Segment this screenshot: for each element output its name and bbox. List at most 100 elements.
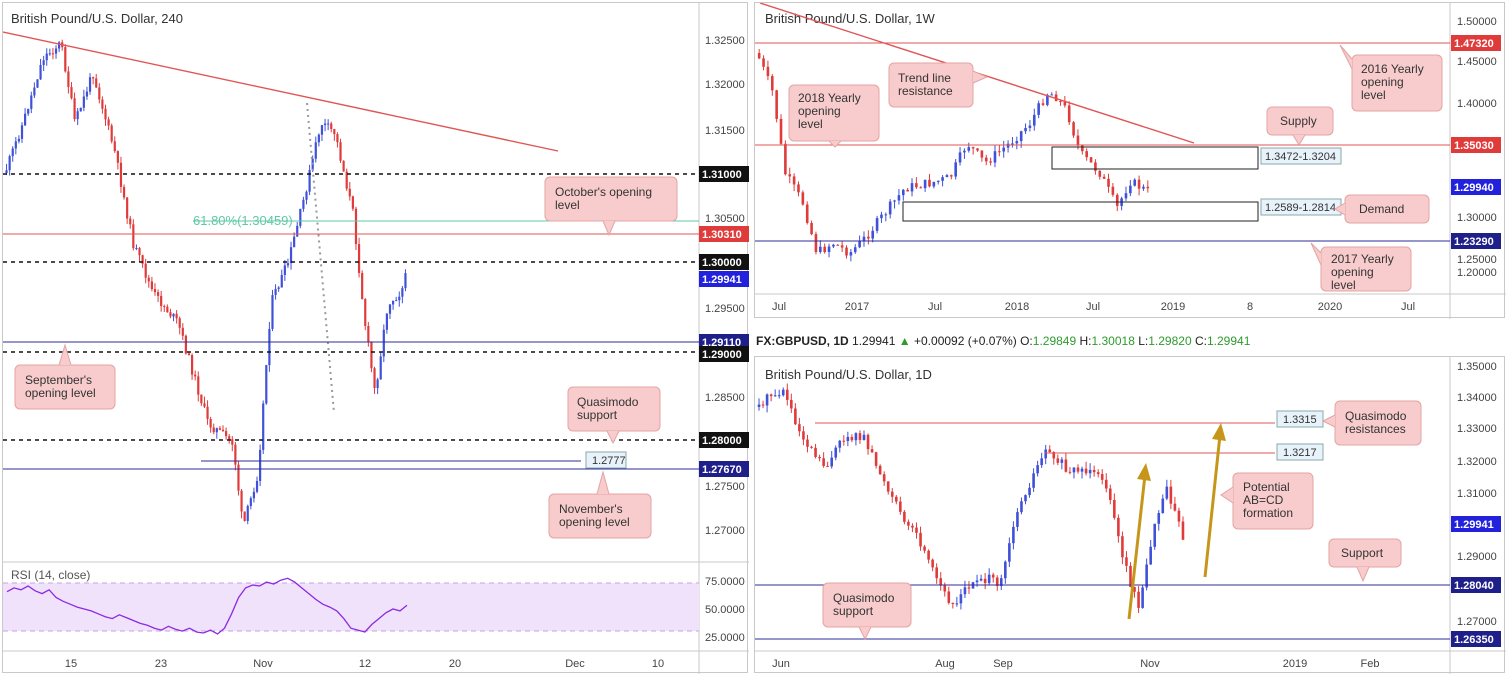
candle-body	[875, 218, 879, 231]
weekly-candles	[757, 49, 1150, 262]
svg-text:Support: Support	[1341, 546, 1384, 560]
candle-body	[888, 201, 892, 215]
candle-body	[249, 498, 252, 507]
candle-body	[320, 125, 324, 135]
candle-body	[1133, 586, 1136, 592]
weekly-time-axis[interactable]: Jul 2017 Jul 2018 Jul 2019 8 2020 Jul	[772, 301, 1415, 313]
candle-body	[314, 142, 317, 159]
daily-time-axis[interactable]: Jun Aug Sep Nov 2019 Feb	[772, 658, 1379, 670]
candle-body	[48, 53, 51, 55]
candle-body	[252, 491, 256, 499]
weekly-supply-box	[1260, 147, 1342, 165]
candle-body	[1177, 510, 1181, 522]
candle-body	[842, 440, 846, 442]
candle-body	[850, 436, 854, 441]
candle-body	[107, 119, 110, 126]
candle-body	[194, 374, 197, 377]
candle-body	[806, 439, 809, 447]
candle-body	[113, 141, 116, 152]
candle-body	[838, 440, 842, 448]
candle-body	[1125, 557, 1128, 566]
h4-tag-12994	[699, 271, 749, 287]
candle-body	[1004, 561, 1007, 579]
candle-body	[1129, 565, 1132, 587]
candle-body	[975, 580, 979, 583]
candle-body	[218, 428, 222, 430]
candle-body	[907, 521, 910, 526]
price-tick-label: 1.50000	[1457, 16, 1497, 28]
candle-body	[1141, 587, 1144, 608]
candle-body	[761, 404, 765, 406]
candle-body	[935, 567, 938, 579]
weekly-chart-panel[interactable]: British Pound/U.S. Dollar, 1W 1.3472-1.3…	[754, 2, 1506, 319]
h4-time-axis[interactable]: 15 23 Nov 12 20 Dec 10	[65, 658, 664, 670]
candle-body	[259, 449, 262, 481]
candle-body	[826, 465, 829, 467]
daily-low: 1.29820	[1148, 334, 1192, 348]
h4-tag-13031	[699, 226, 749, 242]
d-tag-12804-label: 1.28040	[1454, 580, 1494, 592]
h4-callout-september: September's opening level	[14, 343, 116, 410]
candle-body	[160, 295, 163, 307]
candle-body	[830, 457, 833, 467]
h4-title: British Pound/U.S. Dollar, 240	[11, 11, 183, 26]
candle-body	[1028, 487, 1031, 496]
candle-body	[221, 429, 225, 432]
time-tick-label: 8	[1247, 301, 1253, 313]
candle-body	[1133, 179, 1137, 186]
candle-body	[30, 95, 33, 109]
candle-body	[932, 181, 936, 187]
candle-body	[959, 594, 963, 604]
weekly-callout-supply: Supply	[1266, 106, 1334, 146]
daily-open-label: O:	[1020, 334, 1033, 348]
candle-body	[265, 365, 268, 404]
h4-tag-12767	[699, 461, 749, 477]
candle-body	[1024, 495, 1027, 502]
candle-body	[1165, 486, 1169, 499]
candle-body	[348, 188, 351, 197]
daily-chart-panel[interactable]: British Pound/U.S. Dollar, 1D 1.3315 1.3…	[754, 356, 1506, 674]
candle-body	[212, 427, 215, 433]
time-tick-label: Sep	[993, 658, 1013, 670]
candle-body	[327, 123, 330, 125]
candle-body	[757, 404, 761, 407]
candle-body	[33, 87, 36, 96]
price-tick-label: 1.33000	[1457, 423, 1497, 435]
candle-body	[923, 179, 927, 189]
candle-body	[79, 107, 82, 112]
candle-body	[234, 444, 237, 465]
candle-body	[890, 491, 894, 497]
candle-body	[1137, 591, 1140, 608]
candle-body	[1129, 185, 1132, 194]
candle-body	[317, 134, 320, 143]
candle-body	[862, 236, 866, 241]
time-tick-label: 10	[652, 658, 664, 670]
weekly-price-axis[interactable]: 1.50000 1.45000 1.40000 1.30000 1.250001.200…	[1457, 16, 1497, 279]
candle-body	[958, 152, 962, 163]
daily-close: 1.29941	[1206, 334, 1251, 348]
h4-rsi-band	[3, 583, 699, 631]
h4-chart-panel[interactable]: British Pound/U.S. Dollar, 240 61.80%(1.…	[2, 2, 749, 674]
candle-body	[1008, 543, 1011, 562]
candle-body	[126, 197, 129, 219]
h4-price-axis[interactable]: 1.32500 1.32000 1.31500 1.30500 1.29500 1.285…	[705, 35, 745, 537]
candle-body	[36, 79, 39, 88]
candle-body	[1072, 467, 1076, 473]
w-tag-14732-label: 1.47320	[1454, 38, 1494, 50]
candle-body	[70, 87, 73, 99]
candle-body	[893, 200, 896, 202]
d-tag-12804	[1451, 577, 1501, 593]
time-tick-label: Jun	[772, 658, 790, 670]
daily-price-axis[interactable]: 1.35000 1.34000 1.33000 1.32000 1.31000 1.290…	[1457, 361, 1497, 628]
candle-body	[788, 174, 792, 177]
candle-body	[1037, 103, 1040, 115]
candle-body	[274, 288, 277, 296]
weekly-title: British Pound/U.S. Dollar, 1W	[765, 11, 936, 26]
h4-fib-label: 61.80%(1.30459)	[193, 213, 293, 228]
candle-body	[867, 236, 870, 239]
candle-body	[296, 225, 299, 237]
candle-body	[286, 263, 290, 266]
candle-body	[823, 246, 826, 253]
